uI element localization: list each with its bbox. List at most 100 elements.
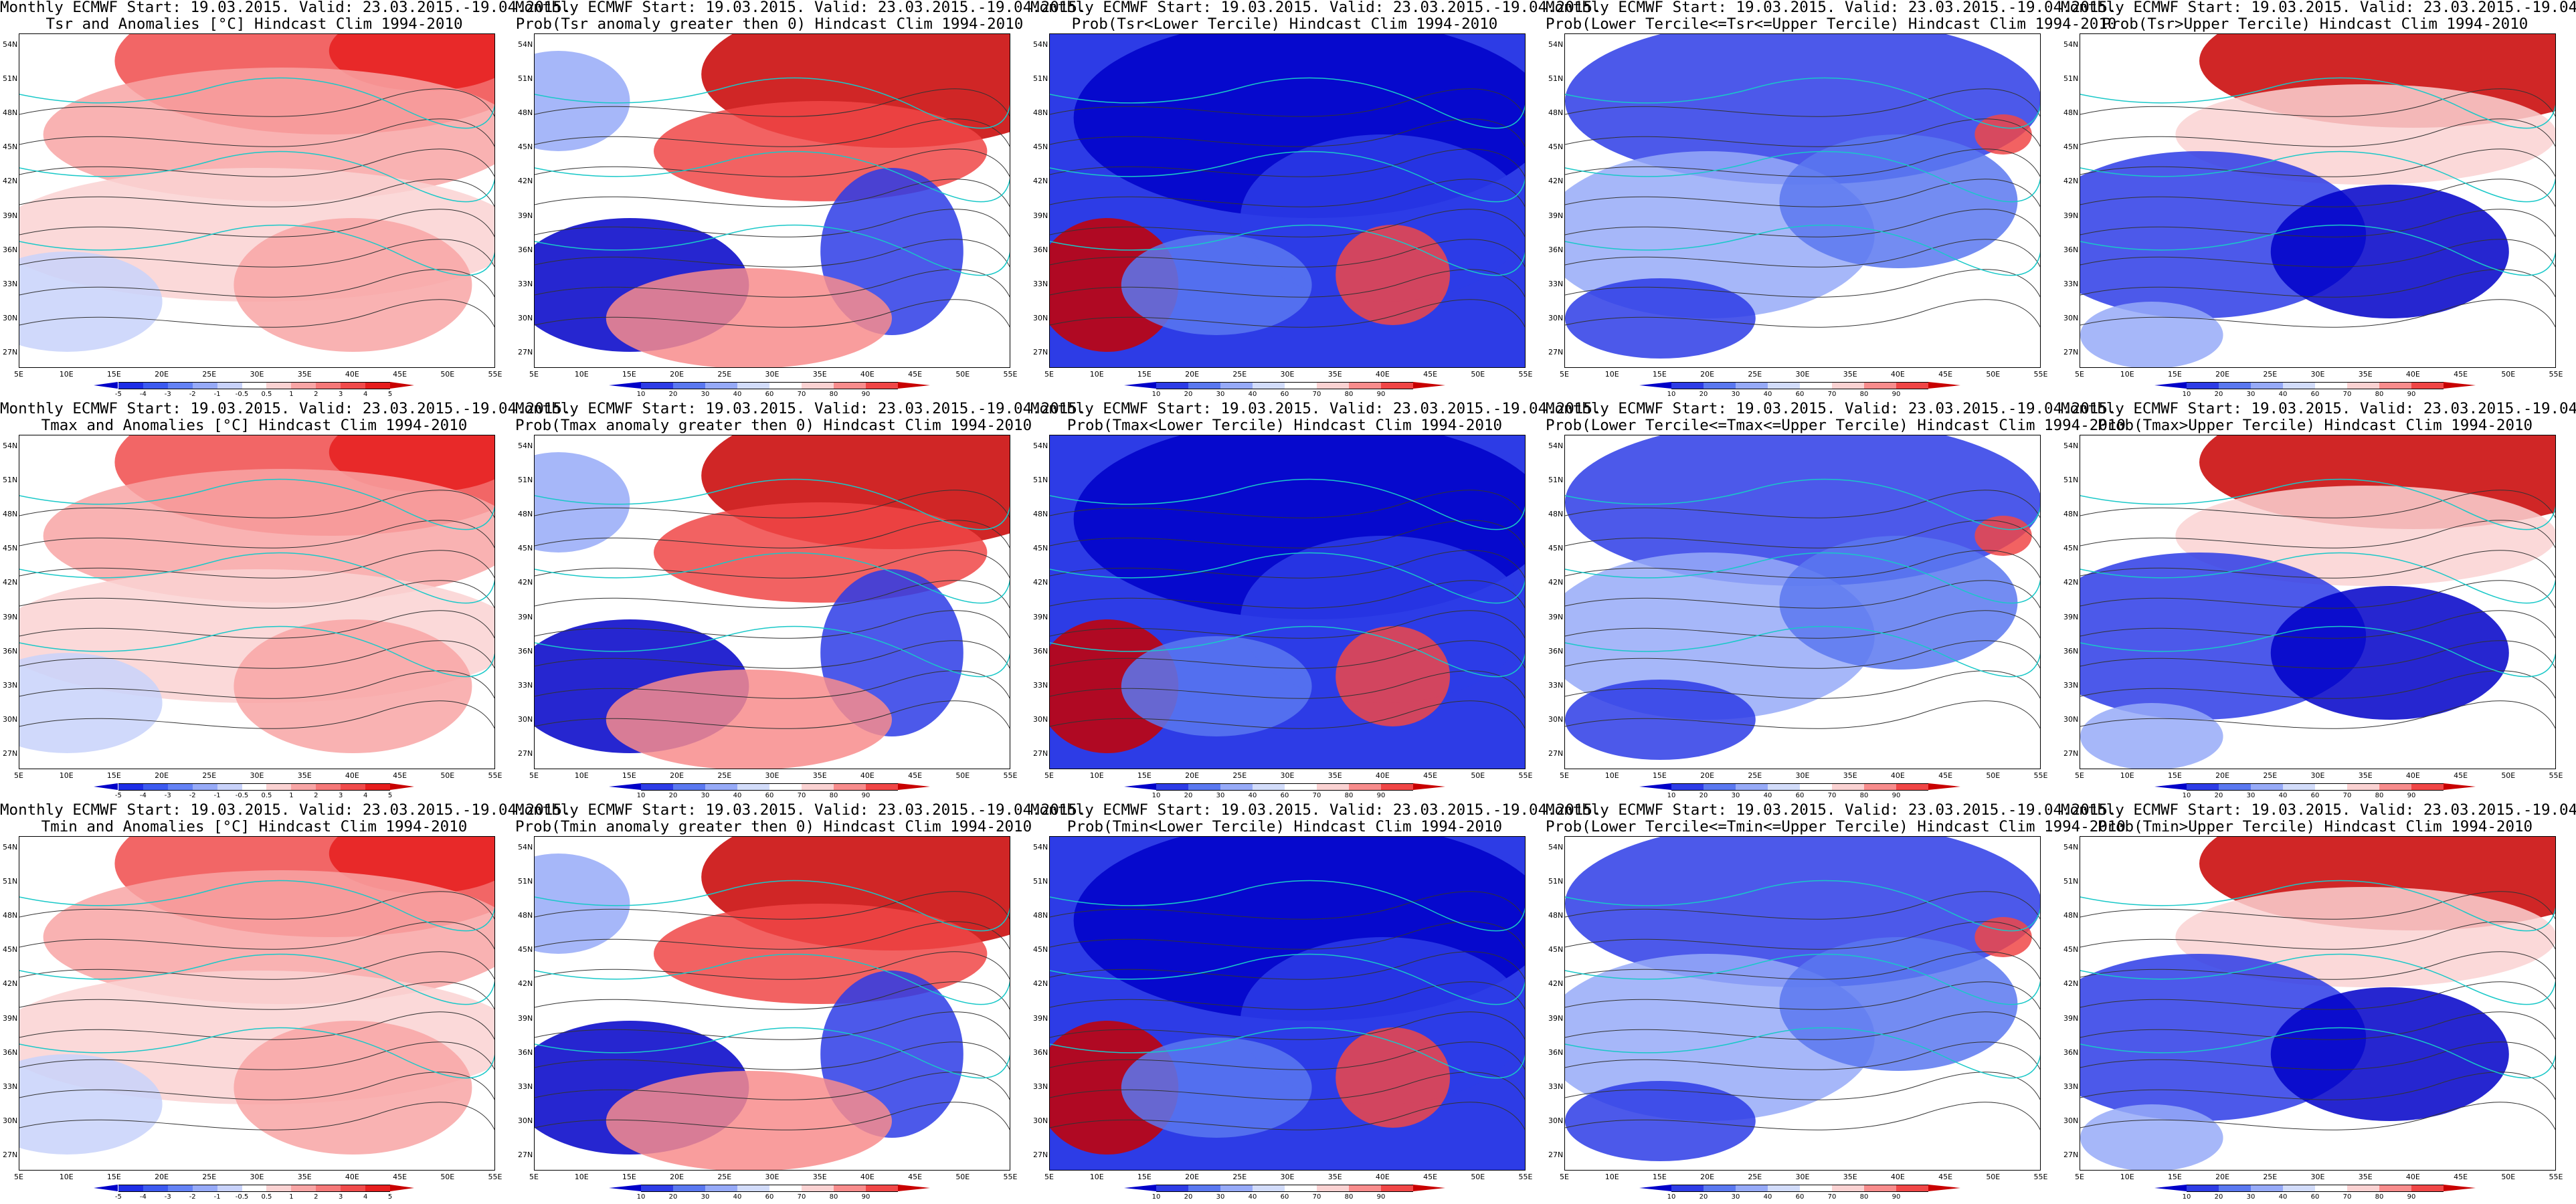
- colorbar-segment: [1768, 783, 1800, 791]
- latitude-label: 48N: [2063, 510, 2079, 519]
- map-field-svg: [1565, 837, 2040, 1170]
- colorbar-segment: [737, 382, 769, 389]
- panel-title-line1: Monthly ECMWF Start: 19.03.2015. Valid: …: [1546, 801, 2117, 819]
- colorbar-segment: [1285, 382, 1317, 389]
- latitude-label: 27N: [2063, 1150, 2079, 1159]
- longitude-label: 35E: [1843, 370, 1857, 379]
- colorbar-segment: [2411, 382, 2444, 389]
- shaded-region: [2080, 1104, 2223, 1170]
- colorbar-tick-label: 90: [1892, 391, 1901, 398]
- colorbar-tick-label: -1: [213, 792, 221, 799]
- colorbar-segment: [2251, 382, 2283, 389]
- longitude-label: 25E: [2263, 771, 2278, 780]
- contour-line: [1565, 1102, 2040, 1130]
- latitude-label: 51N: [2063, 476, 2079, 485]
- colorbar-segment: [2283, 1185, 2315, 1192]
- map-area: 54N 51N 48N 45N 42N 39N 36N 33N 30N 27N 5E 10E 15E 20…: [518, 33, 1017, 379]
- shaded-region: [606, 1071, 892, 1170]
- colorbar-tick-label: 80: [1859, 391, 1869, 398]
- coastline: [2080, 77, 2555, 129]
- map-field: [19, 836, 495, 1171]
- contour-line: [2080, 490, 2555, 518]
- panel-title-line1: Monthly ECMWF Start: 19.03.2015. Valid: …: [2061, 400, 2576, 417]
- coastline: [1050, 625, 1525, 678]
- colorbar-segment: [1800, 382, 1832, 389]
- longitude-label: 40E: [345, 370, 359, 379]
- map-field: [1049, 435, 1526, 769]
- longitude-label: 20E: [1185, 771, 1200, 780]
- colorbar-tick-label: 2: [314, 792, 318, 799]
- colorbar-tick-label: 80: [1344, 1193, 1354, 1201]
- colorbar-segment: [673, 382, 705, 389]
- colorbar-segment: [1704, 382, 1736, 389]
- shaded-region: [1121, 1037, 1312, 1138]
- longitude-label: 10E: [1089, 1173, 1104, 1181]
- contour-line: [535, 921, 1010, 950]
- coastline: [1565, 77, 2040, 129]
- latitude-label: 33N: [518, 1082, 533, 1091]
- colorbar-segment: [365, 1185, 391, 1192]
- colorbar-tick-label: 20: [668, 792, 678, 799]
- color-scale-bar: [609, 382, 930, 389]
- longitude-label: 55E: [1518, 1173, 1533, 1181]
- contour-line: [535, 148, 1010, 177]
- latitude-label: 30N: [1033, 313, 1048, 322]
- colorbar-segment: [866, 382, 898, 389]
- latitude-label: 36N: [3, 646, 18, 656]
- map-field-svg: [1050, 34, 1525, 367]
- contour-line: [19, 580, 494, 609]
- colorbar-tick-label: -5: [114, 1193, 122, 1201]
- colorbar-segment: [365, 382, 391, 389]
- colorbar-tick-label: 80: [2375, 391, 2384, 398]
- longitude-label: 30E: [1280, 1173, 1295, 1181]
- longitude-label: 50E: [2501, 1173, 2516, 1181]
- colorbar-tick-label: 20: [668, 1193, 678, 1201]
- contour-line: [2080, 700, 2555, 729]
- latitude-label: 45N: [3, 945, 18, 955]
- colorbar-segment: [192, 1185, 217, 1192]
- longitude-label: 50E: [955, 1173, 970, 1181]
- longitude-label: 55E: [488, 370, 502, 379]
- longitude-label: 30E: [765, 771, 779, 780]
- longitude-label: 5E: [1560, 1173, 1569, 1181]
- longitude-label: 50E: [1471, 771, 1485, 780]
- colorbar-arrow-left: [2154, 783, 2187, 790]
- longitude-label: 25E: [2263, 1173, 2278, 1181]
- coastline: [1050, 552, 1525, 604]
- colorbar-tick-label: 30: [1216, 792, 1225, 799]
- colorbar-segment: [316, 382, 341, 389]
- longitude-label: 35E: [297, 370, 312, 379]
- colorbar-segment: [737, 783, 769, 791]
- longitude-label: 40E: [2405, 1173, 2420, 1181]
- longitude-label: 50E: [2501, 771, 2516, 780]
- colorbar-tick-label: 90: [861, 792, 870, 799]
- colorbar-segment: [143, 1185, 168, 1192]
- shaded-region: [43, 870, 494, 1004]
- shaded-region: [1240, 937, 1525, 1104]
- colorbar-segment: [2315, 1185, 2347, 1192]
- longitude-label: 20E: [155, 1173, 169, 1181]
- colorbar-segment: [291, 1185, 316, 1192]
- color-scale-bar: [1124, 783, 1445, 791]
- latitude-label: 54N: [1033, 843, 1048, 851]
- latitude-label: 54N: [518, 843, 533, 851]
- longitude-label: 10E: [1604, 771, 1619, 780]
- colorbar-tick-label: -0.5: [235, 391, 249, 398]
- colorbar-tick-label: 1: [289, 391, 294, 398]
- contour-line: [535, 1072, 1010, 1100]
- latitude-label: 45N: [1548, 945, 1564, 955]
- latitude-label: 27N: [3, 749, 18, 758]
- map-field: [1049, 33, 1526, 368]
- coastline: [19, 880, 494, 932]
- colorbar-segment: [1156, 382, 1188, 389]
- colorbar-tick-label: -4: [139, 1193, 147, 1201]
- colorbar-segment: [673, 783, 705, 791]
- map-area: 54N 51N 48N 45N 42N 39N 36N 33N 30N 27N 5E 10E 15E 20…: [3, 435, 502, 780]
- map-panel: Monthly ECMWF Start: 19.03.2015. Valid: …: [2061, 803, 2576, 1204]
- map-area: 54N 51N 48N 45N 42N 39N 36N 33N 30N 27N 5E 10E 15E 20…: [3, 836, 502, 1181]
- contour-line: [1050, 1072, 1525, 1100]
- map-area: 54N 51N 48N 45N 42N 39N 36N 33N 30N 27N 5E 10E 15E 20…: [518, 836, 1017, 1181]
- map-field: [1049, 836, 1526, 1171]
- colorbar-tick-label: 40: [1763, 1193, 1772, 1201]
- longitude-label: 5E: [1044, 1173, 1054, 1181]
